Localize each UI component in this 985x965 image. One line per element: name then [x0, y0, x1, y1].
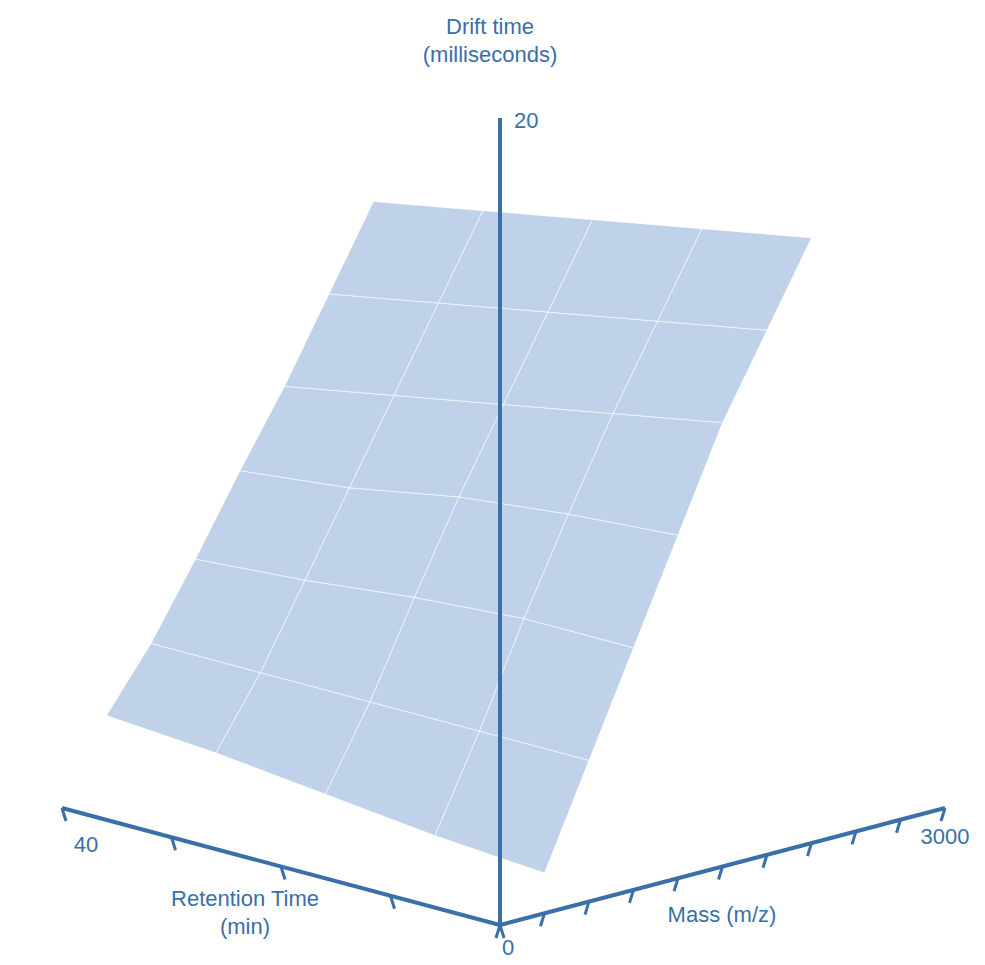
- svg-text:3000: 3000: [921, 824, 970, 849]
- svg-text:Drift time(milliseconds): Drift time(milliseconds): [423, 14, 557, 67]
- svg-text:20: 20: [514, 108, 538, 133]
- svg-text:Mass (m/z): Mass (m/z): [668, 902, 777, 927]
- svg-text:40: 40: [74, 832, 98, 857]
- svg-text:0: 0: [502, 935, 514, 960]
- svg-text:Retention Time(min): Retention Time(min): [171, 886, 319, 939]
